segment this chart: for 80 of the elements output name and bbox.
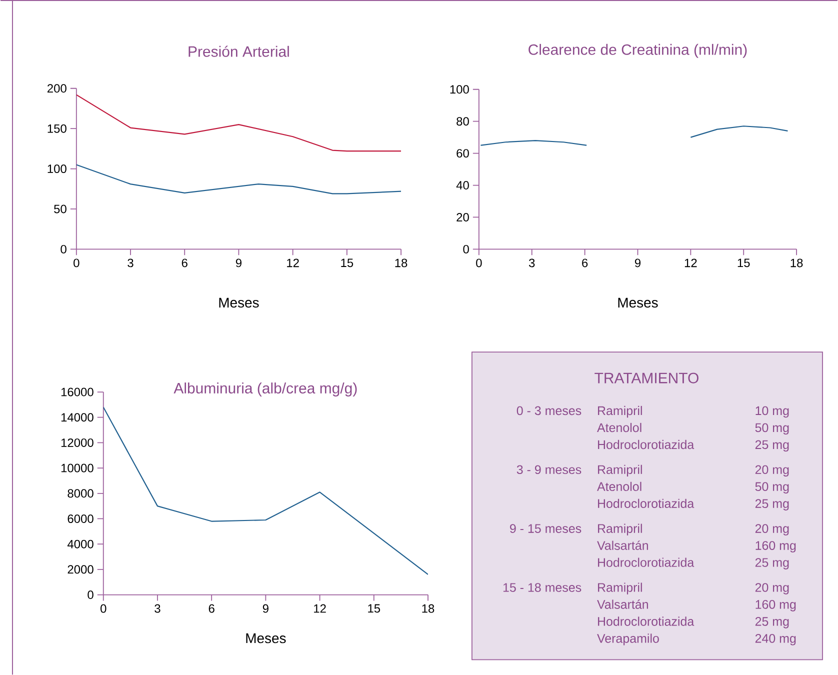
y-tick-label: 0 bbox=[60, 244, 66, 254]
x-tick-label: 3 bbox=[154, 604, 160, 613]
text: Ramipril bbox=[598, 464, 642, 476]
text: Hodroclorotiazida bbox=[598, 616, 694, 626]
x-tick-label: 3 bbox=[128, 258, 134, 268]
line-series bbox=[103, 406, 428, 575]
y-tick-label: 100 bbox=[450, 85, 469, 94]
x-tick-label: 3 bbox=[528, 258, 535, 268]
text: Hodroclorotiazida bbox=[598, 558, 694, 567]
text: Valsartán bbox=[597, 540, 648, 550]
text: Verapamilo bbox=[597, 634, 659, 646]
y-tick-label: 12000 bbox=[61, 438, 94, 447]
y-tick-label: 20 bbox=[456, 212, 469, 222]
x-tick-label: 15 bbox=[368, 604, 380, 613]
text: 20 mg bbox=[755, 582, 789, 594]
y-tick-label: 0 bbox=[463, 244, 469, 254]
y-tick-label: 8000 bbox=[68, 489, 94, 498]
x-tick-label: 12 bbox=[287, 258, 299, 267]
x-tick-label: 18 bbox=[395, 258, 408, 268]
x-tick-label: 18 bbox=[790, 258, 803, 268]
text: 25 mg bbox=[755, 558, 789, 570]
text: 25 mg bbox=[755, 616, 789, 628]
y-tick-label: 6000 bbox=[68, 514, 94, 523]
text: 10 mg bbox=[756, 406, 789, 418]
x-axis-title: Meses bbox=[219, 298, 259, 308]
x-tick-label: 0 bbox=[100, 604, 106, 613]
y-tick-label: 40 bbox=[456, 180, 469, 190]
line-series bbox=[76, 164, 402, 194]
text: 240 mg bbox=[755, 634, 796, 646]
text: 50 mg bbox=[755, 482, 789, 494]
chart-title: Presión Arterial bbox=[188, 46, 289, 57]
text: Atenolol bbox=[597, 482, 642, 491]
y-tick-label: 80 bbox=[456, 117, 469, 126]
x-tick-label: 9 bbox=[236, 258, 242, 268]
y-tick-label: 60 bbox=[456, 148, 469, 158]
text: 160 mg bbox=[756, 600, 796, 612]
text: TRATAMIENTO bbox=[594, 372, 698, 384]
chart-title: Albuminuria (alb/crea mg/g) bbox=[174, 382, 357, 396]
text: Ramipril bbox=[598, 524, 642, 536]
text: 160 mg bbox=[756, 541, 796, 552]
text: 3 - 9 meses bbox=[516, 465, 582, 474]
y-tick-label: 16000 bbox=[61, 388, 94, 396]
x-tick-label: 6 bbox=[208, 604, 214, 613]
y-tick-label: 4000 bbox=[67, 540, 94, 548]
x-tick-label: 6 bbox=[582, 258, 588, 268]
text: Ramipril bbox=[598, 582, 642, 594]
y-tick-label: 10000 bbox=[61, 464, 94, 472]
y-tick-label: 150 bbox=[48, 124, 66, 133]
x-tick-label: 15 bbox=[738, 258, 750, 267]
y-tick-label: 50 bbox=[54, 204, 66, 214]
text: 0 - 3 meses bbox=[516, 406, 582, 416]
x-tick-label: 6 bbox=[182, 258, 188, 268]
chart-title: Clearence de Creatinina (ml/min) bbox=[528, 44, 747, 58]
text: 9 - 15 meses bbox=[510, 524, 582, 533]
text: 25 mg bbox=[755, 440, 789, 452]
x-tick-label: 12 bbox=[314, 604, 326, 613]
text: Atenolol bbox=[597, 422, 642, 432]
x-axis-title: Meses bbox=[246, 633, 286, 644]
x-tick-label: 15 bbox=[341, 258, 354, 267]
text: 15 - 18 meses bbox=[503, 582, 582, 592]
text: 20 mg bbox=[755, 524, 789, 536]
text: Ramipril bbox=[598, 406, 642, 418]
text: Hodroclorotiazida bbox=[598, 498, 694, 508]
text: Valsartán bbox=[597, 599, 648, 609]
y-tick-label: 100 bbox=[48, 164, 66, 173]
text: 25 mg bbox=[755, 499, 789, 510]
x-tick-label: 9 bbox=[262, 604, 268, 613]
x-axis-title: Meses bbox=[618, 298, 658, 308]
y-tick-label: 2000 bbox=[68, 565, 94, 574]
x-tick-label: 9 bbox=[634, 258, 640, 268]
y-tick-label: 14000 bbox=[61, 413, 94, 422]
y-tick-label: 200 bbox=[47, 84, 66, 93]
text: Hodroclorotiazida bbox=[598, 440, 694, 449]
line-series bbox=[76, 94, 402, 152]
text: 50 mg bbox=[755, 423, 789, 434]
text: 20 mg bbox=[755, 465, 789, 476]
x-tick-label: 12 bbox=[684, 258, 697, 267]
x-tick-label: 0 bbox=[476, 258, 482, 268]
x-tick-label: 18 bbox=[422, 604, 434, 613]
y-tick-label: 0 bbox=[88, 590, 94, 599]
